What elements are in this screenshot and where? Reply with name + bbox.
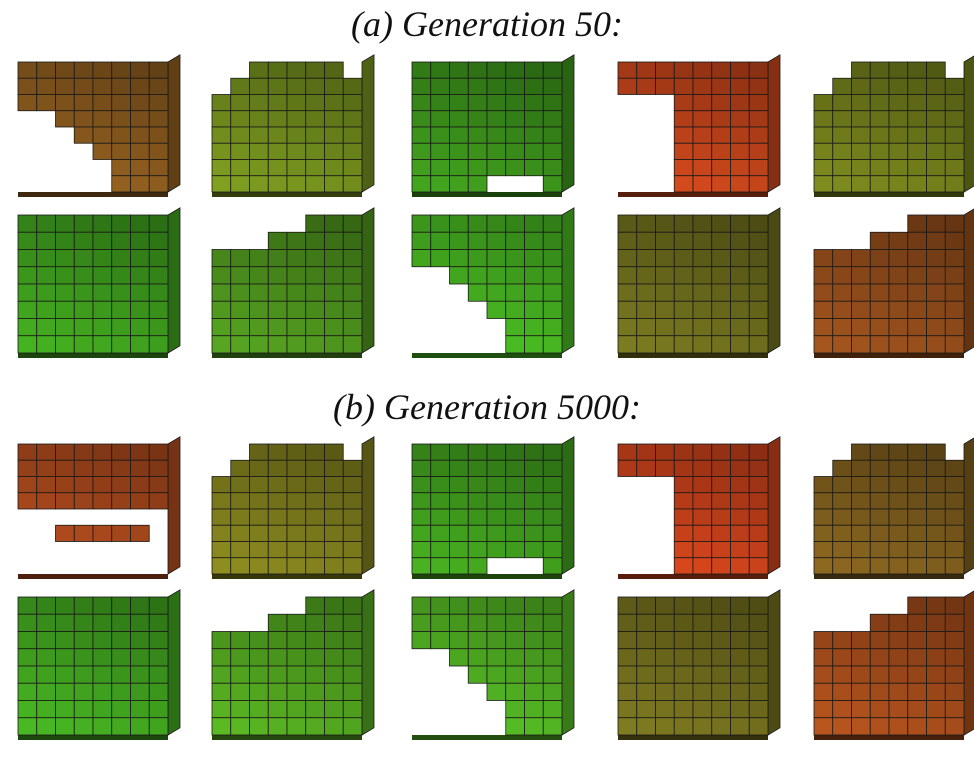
- gen50-structure-r1-c2: [211, 54, 375, 197]
- gen5000-structure-r2-c1: [17, 589, 181, 740]
- gen5000-structure-r1-c3: [411, 436, 575, 579]
- gen5000-structure-r2-c3: [411, 589, 575, 740]
- generation-50-heading: (a) Generation 50:: [351, 4, 623, 44]
- generation-5000-heading: (b) Generation 5000:: [333, 387, 641, 427]
- gen50-structure-r2-c4: [617, 207, 781, 358]
- gen5000-structure-r1-c5: [813, 437, 974, 579]
- gen50-structure-r2-c5: [813, 208, 974, 358]
- gen5000-structure-r2-c5: [813, 590, 974, 740]
- gen50-structure-r1-c5: [813, 55, 974, 197]
- gen5000-structure-r2-c4: [617, 589, 781, 740]
- gen50-structure-r1-c3: [411, 54, 575, 197]
- generation-5000-structures: [0, 432, 974, 740]
- gen5000-structure-r1-c4: [617, 436, 781, 579]
- gen50-structure-r2-c3: [411, 207, 575, 358]
- generation-50-structures: [0, 50, 974, 358]
- gen5000-structure-r1-c2: [211, 436, 375, 579]
- gen5000-structure-r1-c1: [17, 436, 181, 579]
- gen5000-structure-r2-c2: [211, 589, 375, 740]
- gen50-structure-r2-c2: [211, 207, 375, 358]
- gen50-svg: [17, 54, 974, 358]
- gen50-structure-r2-c1: [17, 207, 181, 358]
- gen50-structure-r1-c4: [617, 54, 781, 197]
- gen50-structure-r1-c1: [17, 54, 181, 197]
- gen5000-svg: [17, 436, 974, 740]
